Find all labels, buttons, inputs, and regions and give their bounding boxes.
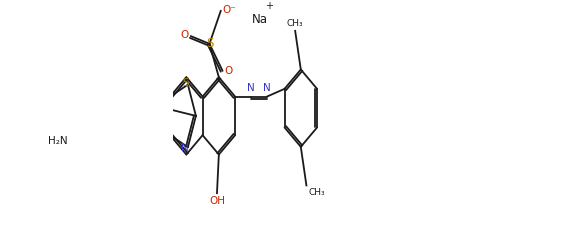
Text: S: S [182,78,189,88]
Text: H₂N: H₂N [48,136,67,146]
Text: O: O [180,30,188,40]
Text: Na: Na [252,13,268,26]
Text: +: + [265,1,273,11]
Text: O⁻: O⁻ [222,5,236,15]
Text: CH₃: CH₃ [308,188,325,197]
Text: S: S [206,37,213,50]
Text: N: N [181,143,189,153]
Text: N: N [247,83,255,93]
Text: O: O [225,66,233,76]
Text: N: N [263,83,271,93]
Text: CH₃: CH₃ [287,19,303,28]
Text: OH: OH [209,196,225,206]
